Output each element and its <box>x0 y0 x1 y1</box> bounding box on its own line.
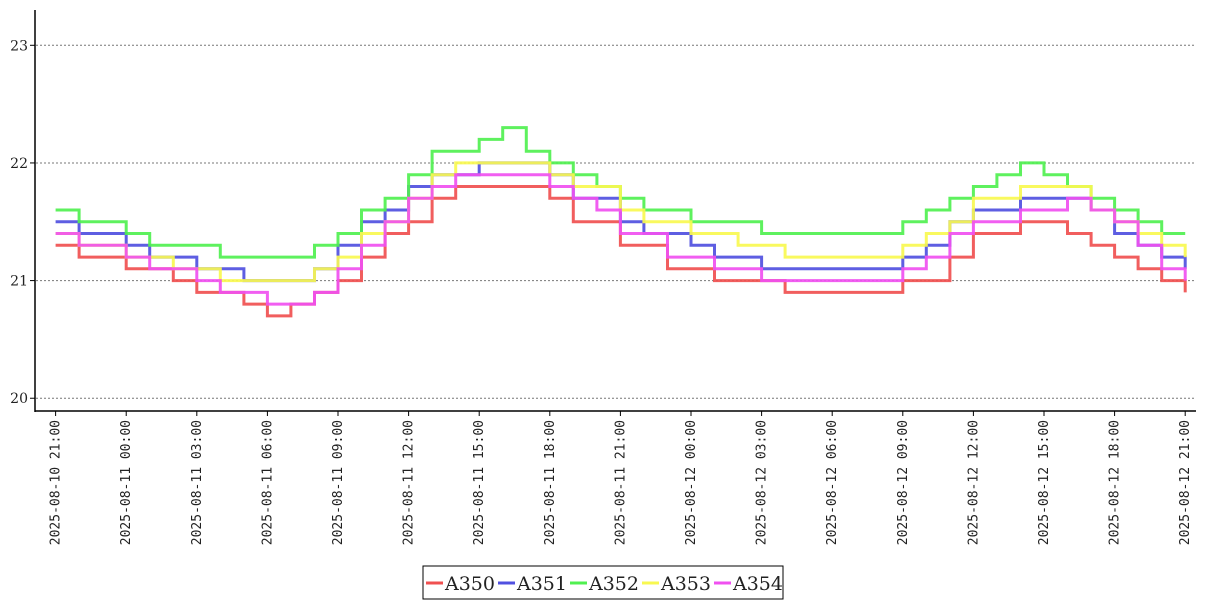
x-tick-label: 2025-08-12 00:00 <box>684 420 699 545</box>
x-tick-label: 2025-08-12 06:00 <box>825 420 840 545</box>
y-tick-label: 23 <box>10 38 28 54</box>
x-tick-label: 2025-08-11 21:00 <box>613 420 628 545</box>
x-tick-label: 2025-08-11 15:00 <box>472 420 487 545</box>
y-axis-ticks: 20 21 22 23 <box>10 38 35 407</box>
legend-label-a353: A353 <box>660 573 711 595</box>
legend-label-a350: A350 <box>444 573 495 595</box>
x-tick-label: 2025-08-12 09:00 <box>896 420 911 545</box>
legend-label-a352: A352 <box>588 573 639 595</box>
x-tick-label: 2025-08-10 21:00 <box>49 420 64 545</box>
x-tick-label: 2025-08-11 00:00 <box>119 420 134 545</box>
x-tick-label: 2025-08-11 18:00 <box>543 420 558 545</box>
y-tick-label: 22 <box>10 156 28 172</box>
legend-label-a351: A351 <box>516 573 567 595</box>
x-tick-label: 2025-08-12 03:00 <box>755 420 770 545</box>
x-tick-label: 2025-08-11 03:00 <box>190 420 205 545</box>
x-tick-label: 2025-08-11 06:00 <box>260 420 275 545</box>
x-tick-label: 2025-08-12 15:00 <box>1037 420 1052 545</box>
x-tick-label: 2025-08-12 18:00 <box>1108 420 1123 545</box>
series-lines <box>55 126 1187 318</box>
x-tick-label: 2025-08-12 21:00 <box>1178 420 1193 545</box>
legend: A350 A351 A352 A353 A354 <box>422 565 784 600</box>
x-tick-label: 2025-08-11 12:00 <box>402 420 417 545</box>
series-line-a354 <box>55 173 1187 306</box>
y-tick-label: 20 <box>10 391 28 407</box>
x-axis-ticks: 2025-08-10 21:00 2025-08-11 00:00 2025-08-… <box>49 411 1193 545</box>
series-line-a353 <box>55 161 1187 283</box>
x-tick-label: 2025-08-12 12:00 <box>966 420 981 545</box>
y-tick-label: 21 <box>10 274 28 290</box>
legend-label-a354: A354 <box>732 573 783 595</box>
x-tick-label: 2025-08-11 09:00 <box>331 420 346 545</box>
